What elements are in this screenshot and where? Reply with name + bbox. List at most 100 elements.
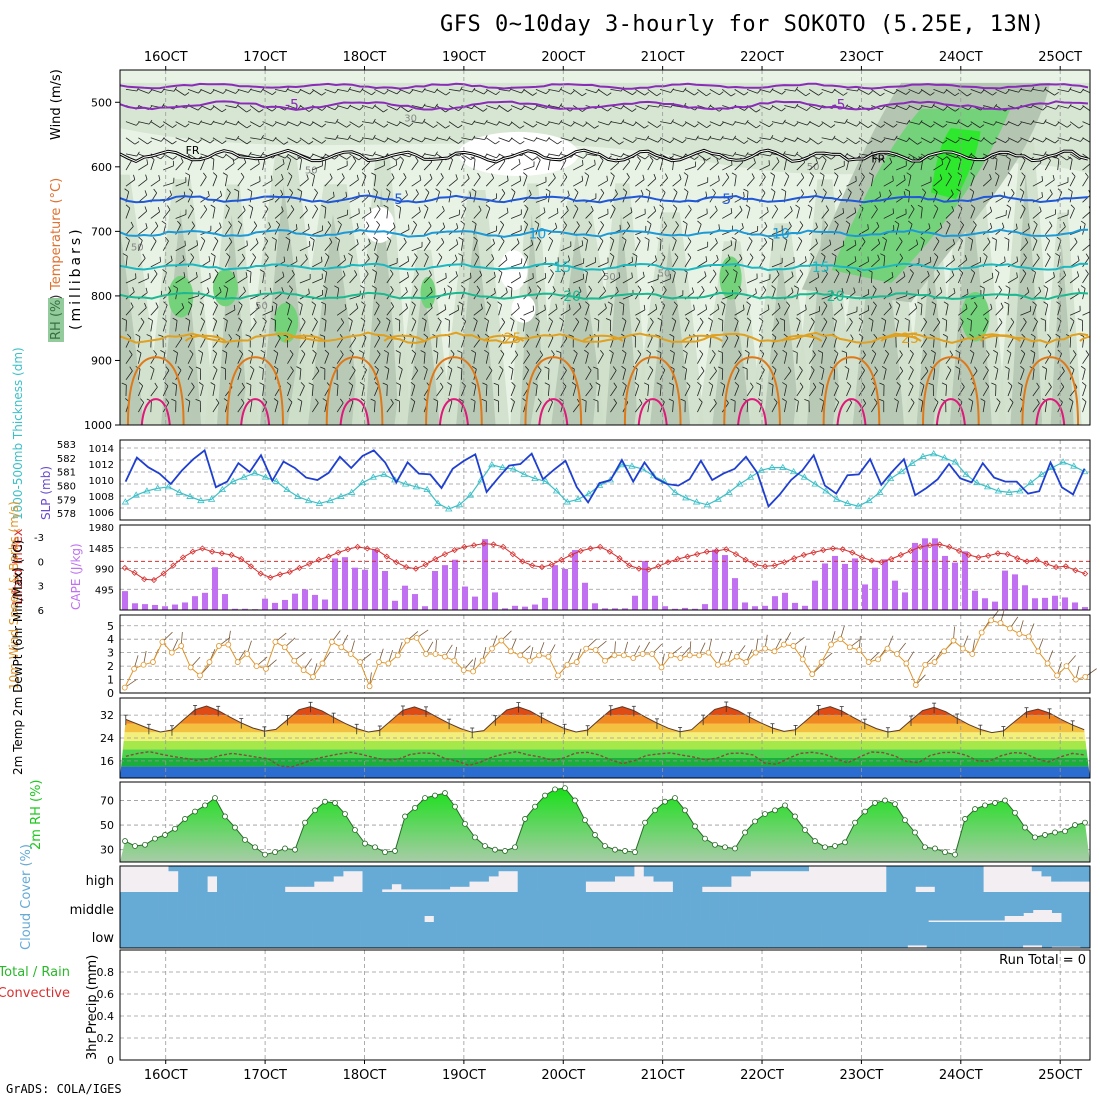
cape-bar (182, 602, 188, 610)
wind-barb-flag (359, 208, 360, 213)
top-xtick-label: 16OCT (144, 50, 188, 65)
wind10-marker (405, 638, 410, 643)
rh2m-marker (833, 844, 838, 849)
thickness-tick-label: 582 (57, 454, 76, 465)
cloud-low-bar (370, 922, 380, 948)
cloud-high-bar (964, 866, 974, 892)
cape-bar (192, 596, 198, 610)
cloud-high-bar (586, 866, 596, 882)
wind10-marker (216, 643, 221, 648)
thickness-tick-label: 583 (57, 440, 76, 451)
cloud-low-bar (206, 922, 216, 948)
cloud-low-bar (360, 922, 370, 948)
cloud-middle-bar (881, 892, 891, 922)
cloud-middle-bar (653, 892, 663, 922)
cloud-middle-bar (672, 892, 682, 922)
rh2m-marker (1043, 832, 1048, 837)
cape-bar (812, 581, 818, 610)
cloud-middle-bar (681, 892, 691, 922)
cape-bar (962, 551, 968, 610)
wind10-marker (301, 668, 306, 673)
cloud-low-bar (130, 922, 140, 948)
wind10-marker (471, 669, 476, 674)
cloud-high-bar (295, 866, 305, 887)
isotherm-label: 15 (553, 260, 571, 276)
cape-bar (912, 543, 918, 610)
cloud-high-bar (925, 866, 935, 887)
rh2m-marker (943, 850, 948, 855)
wind10-marker (951, 638, 956, 643)
cloud-low-bar (283, 922, 293, 948)
cape-bar (532, 605, 538, 610)
cape-bar (122, 591, 128, 610)
cloud-low-bar (936, 922, 946, 948)
cloud-middle-bar (976, 892, 986, 921)
wind10-marker (386, 661, 391, 666)
cloud-low-bar (687, 922, 697, 948)
cloud-low-bar (591, 922, 601, 948)
bottom-xtick-label: 25OCT (1038, 1068, 1082, 1083)
rh2m-marker (143, 842, 148, 847)
cloud-low-bar (754, 922, 764, 948)
cape-bar (832, 556, 838, 610)
cape-bar (332, 558, 338, 610)
cape-bar (572, 550, 578, 610)
cloud-high-bar (751, 866, 761, 871)
rh2m-marker (393, 848, 398, 853)
rh2m-marker (623, 848, 628, 853)
wind10-marker (725, 661, 730, 666)
rh2m-marker (303, 820, 308, 825)
cloud-low-bar (322, 922, 332, 948)
rh2m-marker (383, 850, 388, 855)
top-xtick-label: 20OCT (541, 50, 585, 65)
cloud-low-bar (821, 922, 831, 948)
cloud-low-bar (725, 922, 735, 948)
cloud-low-bar (696, 922, 706, 948)
cloud-low-bar (1052, 922, 1062, 947)
rh2m-marker (1003, 798, 1008, 803)
temp-ylabel: 2m Temp 2m DewPt (6hr Min/Max) (°C) (11, 540, 25, 775)
rh2m-marker (953, 852, 958, 857)
rh2m-ylabel: 2m RH (%) (29, 779, 44, 850)
top-xtick-label: 22OCT (740, 50, 784, 65)
cloud-low-bar (475, 922, 485, 948)
temp-tick-label: 24 (100, 732, 114, 745)
wind10-marker (857, 647, 862, 652)
cloud-low-bar (908, 922, 918, 945)
cloud-middle-bar (824, 892, 834, 922)
rh2m-marker (523, 816, 528, 821)
cloud-low-bar (802, 922, 812, 948)
cloud-middle-bar (795, 892, 805, 922)
cloud-low-bar (466, 922, 476, 948)
rh-moist-blob (421, 277, 436, 309)
cape-bar (1012, 574, 1018, 610)
cloud-middle-bar (291, 892, 301, 922)
wind10-marker (395, 653, 400, 658)
wind10-marker (424, 652, 429, 657)
cape-bar (1022, 585, 1028, 610)
rh2m-marker (873, 800, 878, 805)
isotherm-label: 15 (812, 260, 830, 276)
cloud-low-bar (1023, 922, 1033, 945)
wind10-marker (1073, 677, 1078, 682)
cloud-middle-bar (719, 892, 729, 922)
wind10-marker (678, 656, 683, 661)
cape-bar (662, 606, 668, 610)
rh2m-marker (463, 821, 468, 826)
rh2m-marker (803, 828, 808, 833)
cloud-middle-bar (215, 892, 225, 922)
top-xtick-label: 24OCT (939, 50, 983, 65)
cloud-low-bar (869, 922, 879, 948)
cloud-high-bar (1051, 866, 1061, 882)
top-xtick-label: 18OCT (343, 50, 387, 65)
cloud-high-bar (683, 866, 693, 892)
cloud-low-bar (898, 922, 908, 948)
cloud-low-bar (447, 922, 457, 948)
cloud-low-bar (581, 922, 591, 948)
wind10-marker (198, 673, 203, 678)
wind10-marker (518, 653, 523, 658)
cape-bar (482, 539, 488, 610)
cloud-low-bar (1042, 922, 1052, 948)
wind10-marker (442, 654, 447, 659)
